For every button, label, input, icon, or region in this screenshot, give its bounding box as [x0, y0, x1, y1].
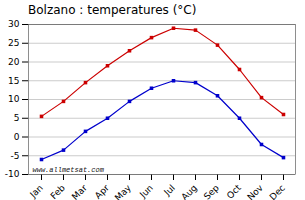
svg-text:May: May: [113, 182, 134, 200]
svg-text:Jan: Jan: [27, 183, 45, 200]
svg-text:Apr: Apr: [93, 183, 111, 200]
svg-text:10: 10: [8, 94, 20, 104]
svg-text:Jul: Jul: [161, 183, 176, 198]
svg-text:25: 25: [8, 38, 19, 48]
svg-text:Feb: Feb: [49, 183, 68, 200]
svg-text:www.allmetsat.com: www.allmetsat.com: [33, 166, 105, 174]
svg-text:Aug: Aug: [179, 183, 199, 200]
svg-text:0: 0: [14, 132, 20, 142]
svg-text:Mar: Mar: [70, 182, 89, 200]
svg-text:Sep: Sep: [202, 183, 221, 200]
svg-text:Nov: Nov: [245, 182, 265, 200]
svg-text:Dec: Dec: [268, 183, 287, 200]
svg-text:-10: -10: [5, 169, 20, 179]
svg-text:5: 5: [14, 113, 20, 123]
svg-text:20: 20: [8, 57, 20, 67]
svg-text:Oct: Oct: [225, 182, 243, 200]
svg-text:-5: -5: [11, 151, 20, 161]
svg-text:Jun: Jun: [137, 183, 155, 200]
svg-text:30: 30: [8, 19, 20, 29]
html-text:Bolzano : temperatures (°C): Bolzano : temperatures (°C): [28, 3, 197, 17]
svg-text:15: 15: [8, 76, 19, 86]
